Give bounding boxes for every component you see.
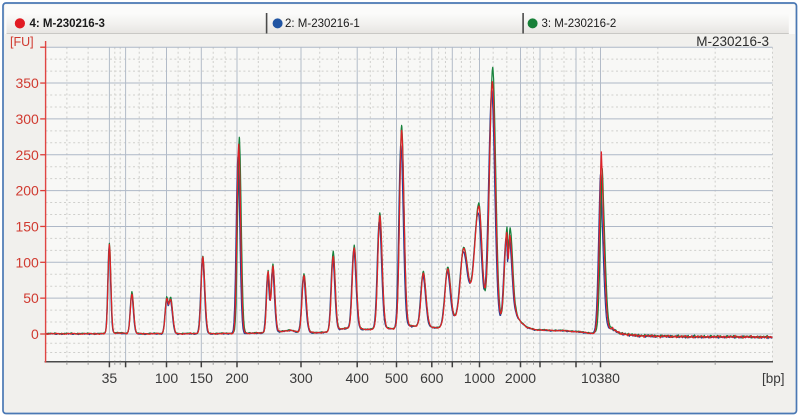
svg-text:10380: 10380 xyxy=(581,370,620,386)
svg-text:200: 200 xyxy=(225,370,249,386)
svg-text:0: 0 xyxy=(31,326,39,342)
svg-text:1000: 1000 xyxy=(464,370,495,386)
svg-text:500: 500 xyxy=(385,370,409,386)
svg-text:100: 100 xyxy=(15,254,39,270)
svg-text:300: 300 xyxy=(15,111,39,127)
svg-text:M-230216-3: M-230216-3 xyxy=(696,34,769,49)
svg-text:3: M-230216-2: 3: M-230216-2 xyxy=(542,18,617,30)
svg-text:50: 50 xyxy=(23,290,39,306)
svg-text:[bp]: [bp] xyxy=(762,371,785,386)
svg-text:150: 150 xyxy=(190,370,214,386)
svg-text:4: M-230216-3: 4: M-230216-3 xyxy=(30,18,105,30)
svg-text:600: 600 xyxy=(420,370,444,386)
svg-text:150: 150 xyxy=(15,219,39,235)
svg-text:100: 100 xyxy=(155,370,179,386)
svg-text:2000: 2000 xyxy=(505,370,536,386)
svg-text:400: 400 xyxy=(346,370,370,386)
svg-text:35: 35 xyxy=(102,370,118,386)
svg-text:350: 350 xyxy=(15,75,39,91)
svg-text:300: 300 xyxy=(289,370,313,386)
svg-text:250: 250 xyxy=(15,147,39,163)
svg-text:2: M-230216-1: 2: M-230216-1 xyxy=(285,18,360,30)
svg-text:[FU]: [FU] xyxy=(10,35,34,49)
svg-text:200: 200 xyxy=(15,183,39,199)
